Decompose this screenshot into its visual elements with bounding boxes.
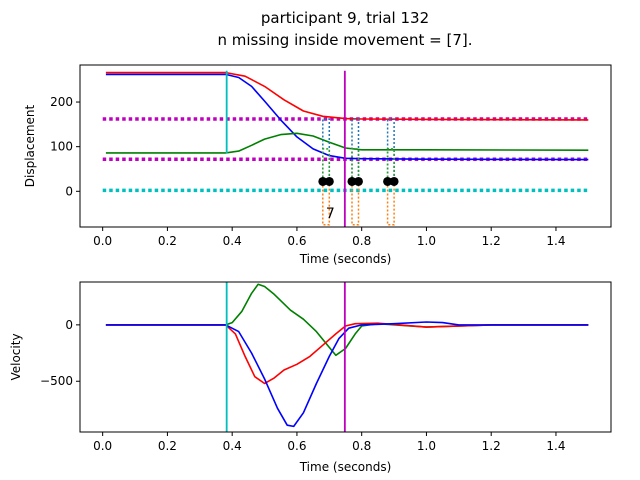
displacement-series-2 xyxy=(105,132,589,154)
figure-title-line1: participant 9, trial 132 xyxy=(261,9,429,27)
velocity-xtick-label-5: 1.0 xyxy=(417,439,436,453)
displacement-gap-marker-1-1 xyxy=(353,176,363,186)
displacement-gap-pulse-7 xyxy=(351,148,360,182)
displacement-gap-pulse-4 xyxy=(351,181,360,226)
displacement-xlabel: Time (seconds) xyxy=(299,252,392,266)
displacement-xtick-label-5: 1.0 xyxy=(417,234,436,248)
velocity-ylabel: Velocity xyxy=(9,333,23,380)
displacement-xtick-label-3: 0.6 xyxy=(287,234,306,248)
displacement-xtick-label-1: 0.2 xyxy=(158,234,177,248)
displacement-gap-marker-0-1 xyxy=(324,176,334,186)
displacement-xtick-label-0: 0.0 xyxy=(93,234,112,248)
velocity-plot-frame xyxy=(79,281,612,433)
velocity-xtick-label-2: 0.4 xyxy=(223,439,242,453)
displacement-gap-pulse-8 xyxy=(386,148,395,182)
displacement-gap-pulse-0 xyxy=(322,118,331,182)
displacement-xtick-label-4: 0.8 xyxy=(352,234,371,248)
velocity-xtick-label-4: 0.8 xyxy=(352,439,371,453)
velocity-ytick-label-0: −500 xyxy=(40,374,73,388)
displacement-series-0 xyxy=(105,71,589,121)
velocity-xtick-label-3: 0.6 xyxy=(287,439,306,453)
displacement-series-1 xyxy=(105,73,589,161)
velocity-series-0 xyxy=(105,283,589,357)
displacement-annotation-0: 7 xyxy=(326,206,335,222)
velocity-series-2 xyxy=(105,321,589,428)
displacement-ytick-label-1: 100 xyxy=(50,140,73,154)
velocity-ytick-label-1: 0 xyxy=(65,318,73,332)
displacement-gap-pulse-3 xyxy=(322,181,331,226)
displacement-gap-marker-1-0 xyxy=(347,176,357,186)
displacement-plot-frame xyxy=(79,64,612,228)
velocity-xtick-label-7: 1.4 xyxy=(546,439,565,453)
figure-title-line2: n missing inside movement = [7]. xyxy=(217,31,472,49)
displacement-ylabel: Displacement xyxy=(23,104,37,187)
displacement-xtick-label-2: 0.4 xyxy=(223,234,242,248)
displacement-gap-pulse-1 xyxy=(351,118,360,182)
velocity-xtick-label-6: 1.2 xyxy=(482,439,501,453)
velocity-xtick-label-1: 0.2 xyxy=(158,439,177,453)
displacement-gap-marker-0-0 xyxy=(318,176,328,186)
displacement-gap-marker-2-1 xyxy=(389,176,399,186)
displacement-ytick-label-0: 0 xyxy=(65,184,73,198)
velocity-plot: 0.0 0.2 0.4 0.6 0.8 1.0 1.2 1.4 −500 0 Time (sec… xyxy=(9,281,612,474)
displacement-plot: 7 0.0 0.2 0.4 0.6 0.8 1.0 1.2 1.4 0 100 200 Time … xyxy=(23,64,612,266)
velocity-xtick-label-0: 0.0 xyxy=(93,439,112,453)
displacement-ytick-label-2: 200 xyxy=(50,95,73,109)
displacement-gap-marker-2-0 xyxy=(383,176,393,186)
velocity-series-1 xyxy=(105,322,589,385)
displacement-xtick-label-7: 1.4 xyxy=(546,234,565,248)
displacement-gap-pulse-5 xyxy=(386,181,395,226)
displacement-gap-pulse-6 xyxy=(322,148,331,182)
velocity-xlabel: Time (seconds) xyxy=(299,460,392,474)
displacement-xtick-label-6: 1.2 xyxy=(482,234,501,248)
